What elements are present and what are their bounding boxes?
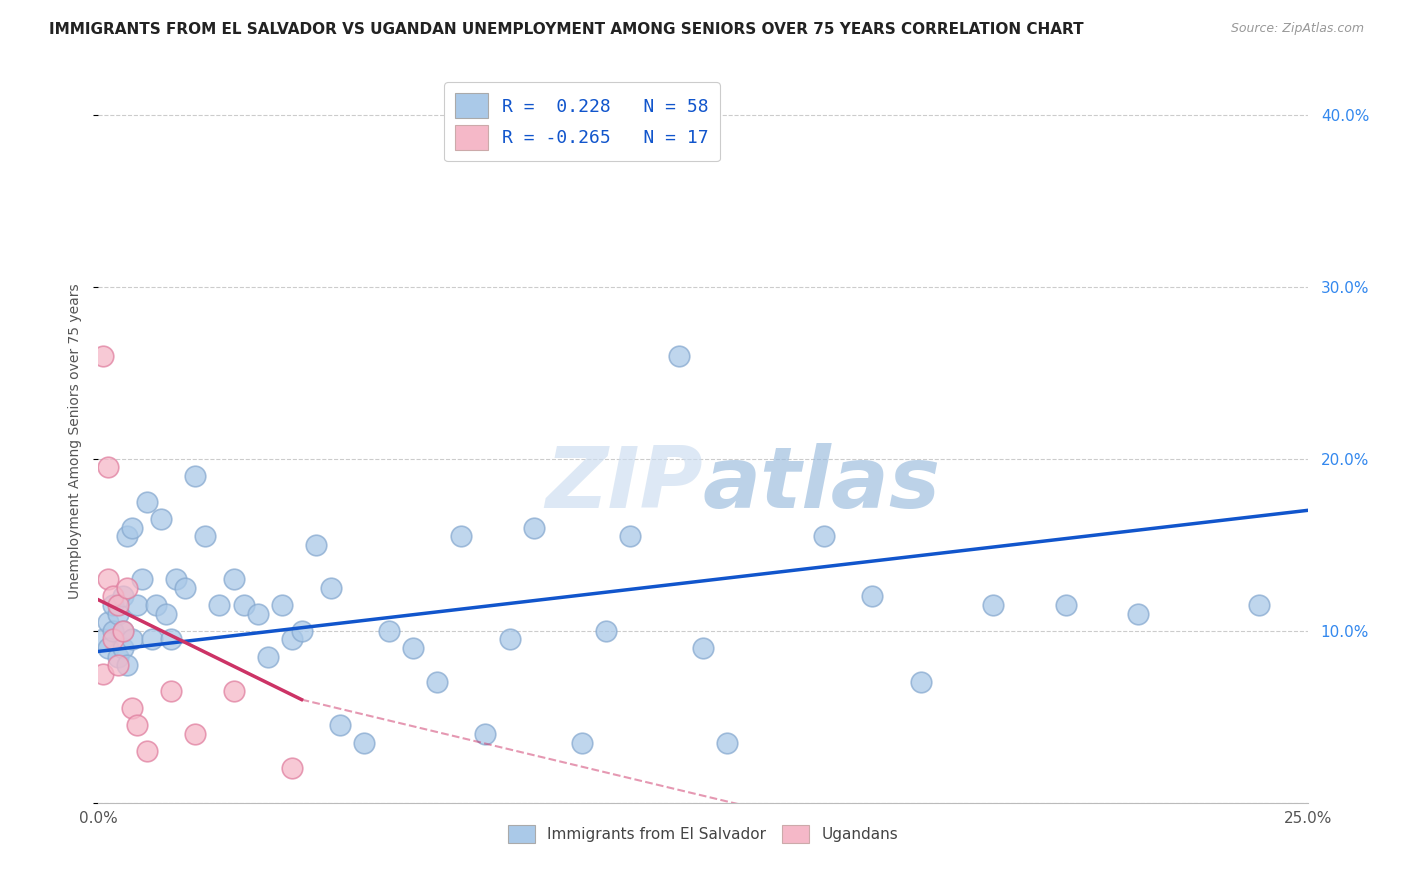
Point <box>97 615 120 630</box>
Point <box>111 624 134 638</box>
Point <box>160 632 183 647</box>
Point <box>145 598 167 612</box>
Point <box>121 701 143 715</box>
Point <box>101 598 124 612</box>
Point <box>131 572 153 586</box>
Point <box>184 469 207 483</box>
Point <box>692 640 714 655</box>
Point <box>135 744 157 758</box>
Point <box>281 761 304 775</box>
Point <box>860 590 883 604</box>
Text: IMMIGRANTS FROM EL SALVADOR VS UGANDAN UNEMPLOYMENT AMONG SENIORS OVER 75 YEARS : IMMIGRANTS FROM EL SALVADOR VS UGANDAN U… <box>49 22 1084 37</box>
Point <box>101 624 124 638</box>
Point <box>107 598 129 612</box>
Point <box>716 735 738 749</box>
Point <box>910 675 932 690</box>
Point <box>91 349 114 363</box>
Text: Source: ZipAtlas.com: Source: ZipAtlas.com <box>1230 22 1364 36</box>
Point <box>247 607 270 621</box>
Point <box>117 529 139 543</box>
Point <box>222 684 245 698</box>
Point <box>353 735 375 749</box>
Point <box>127 718 149 732</box>
Point <box>121 520 143 534</box>
Point <box>595 624 617 638</box>
Point <box>1054 598 1077 612</box>
Point <box>97 572 120 586</box>
Point <box>111 624 134 638</box>
Point <box>155 607 177 621</box>
Point <box>127 598 149 612</box>
Point <box>141 632 163 647</box>
Point <box>97 640 120 655</box>
Point <box>668 349 690 363</box>
Point <box>184 727 207 741</box>
Point <box>101 590 124 604</box>
Point <box>150 512 173 526</box>
Point <box>498 632 520 647</box>
Point <box>377 624 399 638</box>
Point <box>165 572 187 586</box>
Point <box>981 598 1004 612</box>
Point <box>160 684 183 698</box>
Point <box>271 598 294 612</box>
Point <box>135 494 157 508</box>
Point <box>121 632 143 647</box>
Point <box>290 624 312 638</box>
Point <box>174 581 197 595</box>
Point <box>111 590 134 604</box>
Point <box>107 607 129 621</box>
Y-axis label: Unemployment Among Seniors over 75 years: Unemployment Among Seniors over 75 years <box>69 284 83 599</box>
Point <box>1249 598 1271 612</box>
Point <box>101 632 124 647</box>
Point <box>194 529 217 543</box>
Point <box>402 640 425 655</box>
Point <box>474 727 496 741</box>
Point <box>107 649 129 664</box>
Point <box>111 640 134 655</box>
Point <box>319 581 342 595</box>
Point <box>1128 607 1150 621</box>
Point <box>305 538 328 552</box>
Point <box>523 520 546 534</box>
Point <box>208 598 231 612</box>
Point <box>619 529 641 543</box>
Point <box>571 735 593 749</box>
Point <box>91 666 114 681</box>
Point <box>222 572 245 586</box>
Point <box>107 658 129 673</box>
Point <box>450 529 472 543</box>
Point <box>117 581 139 595</box>
Point <box>256 649 278 664</box>
Point <box>232 598 254 612</box>
Point <box>97 460 120 475</box>
Text: ZIP: ZIP <box>546 443 703 526</box>
Text: atlas: atlas <box>703 443 941 526</box>
Point <box>117 658 139 673</box>
Point <box>281 632 304 647</box>
Point <box>813 529 835 543</box>
Point <box>426 675 449 690</box>
Legend: Immigrants from El Salvador, Ugandans: Immigrants from El Salvador, Ugandans <box>502 819 904 849</box>
Point <box>91 632 114 647</box>
Point <box>329 718 352 732</box>
